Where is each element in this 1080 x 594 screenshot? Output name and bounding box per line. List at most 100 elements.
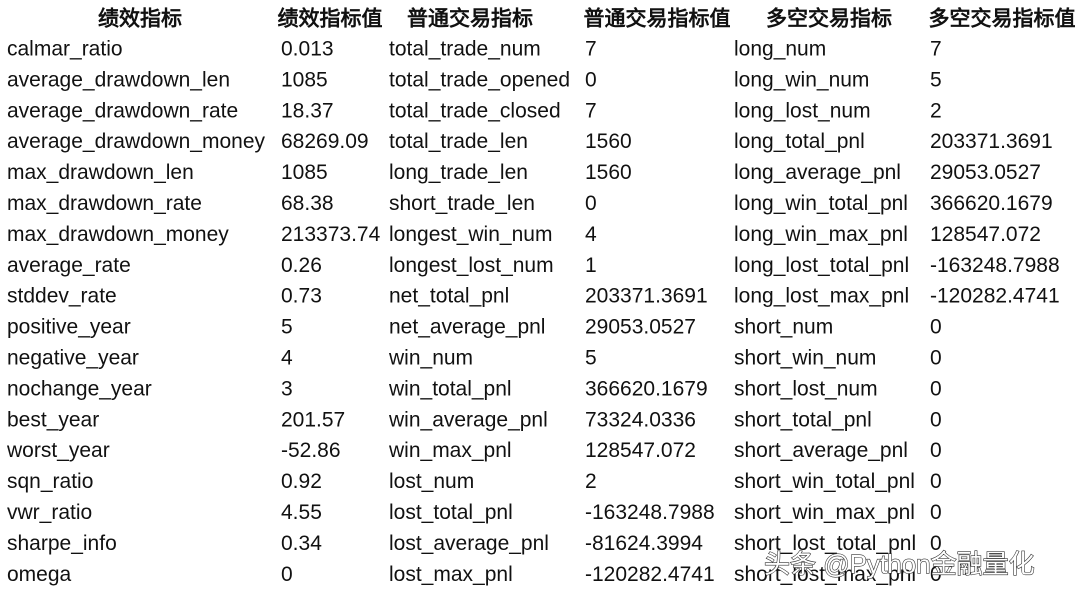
table-cell: lost_average_pnl: [389, 532, 549, 555]
table-cell: 0: [930, 316, 942, 339]
table-cell: 213373.74: [281, 223, 381, 246]
table-cell: average_drawdown_rate: [7, 99, 238, 122]
table-cell: average_rate: [7, 254, 131, 277]
table-cell: worst_year: [6, 439, 110, 462]
table-cell: 1085: [281, 68, 328, 91]
table-cell: sqn_ratio: [7, 470, 93, 493]
table-cell: short_total_pnl: [734, 408, 872, 431]
table-cell: lost_total_pnl: [389, 501, 513, 524]
column-header: 绩效指标值: [278, 7, 383, 31]
table-cell: max_drawdown_money: [7, 223, 229, 246]
table-cell: long_total_pnl: [734, 130, 865, 153]
table-cell: long_win_total_pnl: [734, 192, 908, 215]
table-cell: 2: [930, 99, 942, 122]
table-cell: net_total_pnl: [389, 285, 509, 308]
table-cell: -163248.7988: [585, 501, 715, 524]
table-cell: total_trade_opened: [389, 68, 570, 91]
table-cell: short_lost_max_pnl: [734, 563, 916, 586]
table-cell: lost_max_pnl: [389, 563, 513, 586]
column-header: 绩效指标: [98, 7, 182, 31]
table-cell: calmar_ratio: [7, 38, 123, 61]
table-cell: -163248.7988: [930, 254, 1060, 277]
table-cell: win_total_pnl: [388, 377, 512, 400]
table-cell: 5: [930, 68, 942, 91]
table-cell: long_lost_max_pnl: [734, 285, 909, 308]
table-cell: 201.57: [281, 408, 345, 431]
table-cell: 29053.0527: [585, 316, 696, 339]
table-cell: 0: [930, 347, 942, 370]
table-cell: long_trade_len: [389, 161, 528, 184]
table-cell: win_average_pnl: [388, 408, 548, 431]
table-cell: 0: [930, 501, 942, 524]
table-cell: 4: [585, 223, 597, 246]
column-header: 多空交易指标值: [929, 7, 1076, 31]
table-cell: omega: [7, 563, 72, 586]
table-cell: short_win_max_pnl: [734, 501, 915, 524]
table-cell: total_trade_closed: [389, 99, 561, 122]
table-cell: long_win_max_pnl: [734, 223, 908, 246]
table-cell: 1560: [585, 130, 632, 153]
table-cell: 0: [930, 408, 942, 431]
table-cell: 2: [585, 470, 597, 493]
table-cell: 7: [585, 99, 597, 122]
watermark: 头条 @Python金融量化: [764, 549, 1035, 579]
table-cell: -120282.4741: [585, 563, 715, 586]
column-header: 普通交易指标值: [584, 7, 731, 31]
table-cell: 1085: [281, 161, 328, 184]
table-cell: 366620.1679: [585, 377, 708, 400]
table-cell: 366620.1679: [930, 192, 1053, 215]
table-cell: lost_num: [389, 470, 474, 493]
table-cell: -81624.3994: [585, 532, 703, 555]
table-cell: 29053.0527: [930, 161, 1041, 184]
table-cell: short_win_num: [734, 347, 876, 370]
table-cell: 203371.3691: [930, 130, 1053, 153]
table-cell: 128547.072: [585, 439, 696, 462]
table-cell: 128547.072: [930, 223, 1041, 246]
table-cell: best_year: [7, 408, 99, 431]
table-cell: 0: [930, 439, 942, 462]
table-cell: 0: [585, 68, 597, 91]
table-cell: vwr_ratio: [7, 501, 92, 524]
table-cell: total_trade_len: [389, 130, 528, 153]
table-cell: 68.38: [281, 192, 334, 215]
table-cell: 68269.09: [281, 130, 369, 153]
table-cell: 0.92: [281, 470, 322, 493]
table-cell: 0.26: [281, 254, 322, 277]
table-cell: -120282.4741: [930, 285, 1060, 308]
table-cell: 1560: [585, 161, 632, 184]
table-cell: 7: [585, 38, 597, 61]
table-cell: short_lost_total_pnl: [734, 532, 916, 555]
table-cell: short_average_pnl: [734, 439, 908, 462]
table-cell: win_num: [388, 347, 473, 370]
table-cell: nochange_year: [7, 377, 152, 400]
table-cell: long_num: [734, 38, 826, 61]
table-cell: 0: [930, 563, 942, 586]
table-cell: 18.37: [281, 99, 334, 122]
table-cell: average_drawdown_money: [7, 130, 265, 153]
table-cell: 203371.3691: [585, 285, 708, 308]
table-cell: short_lost_num: [734, 377, 878, 400]
table-cell: sharpe_info: [7, 532, 117, 555]
table-cell: 0: [281, 563, 293, 586]
table-cell: 5: [281, 316, 293, 339]
table-cell: 3: [281, 377, 293, 400]
table-cell: net_average_pnl: [389, 316, 545, 339]
table-cell: 0.013: [281, 38, 334, 61]
table-cell: 73324.0336: [585, 408, 696, 431]
column-header: 普通交易指标: [407, 7, 533, 31]
table-cell: 0: [585, 192, 597, 215]
table-cell: total_trade_num: [389, 38, 541, 61]
table-cell: 0: [930, 470, 942, 493]
table-cell: long_win_num: [734, 68, 869, 91]
table-cell: positive_year: [7, 316, 131, 339]
table-cell: -52.86: [281, 439, 341, 462]
table-cell: stddev_rate: [7, 285, 117, 308]
table-cell: 0.73: [281, 285, 322, 308]
table-cell: average_drawdown_len: [7, 68, 230, 91]
table-cell: longest_win_num: [389, 223, 552, 246]
table-cell: long_lost_num: [734, 99, 871, 122]
table-cell: 7: [930, 38, 942, 61]
table-cell: long_average_pnl: [734, 161, 901, 184]
table-cell: 4.55: [281, 501, 322, 524]
